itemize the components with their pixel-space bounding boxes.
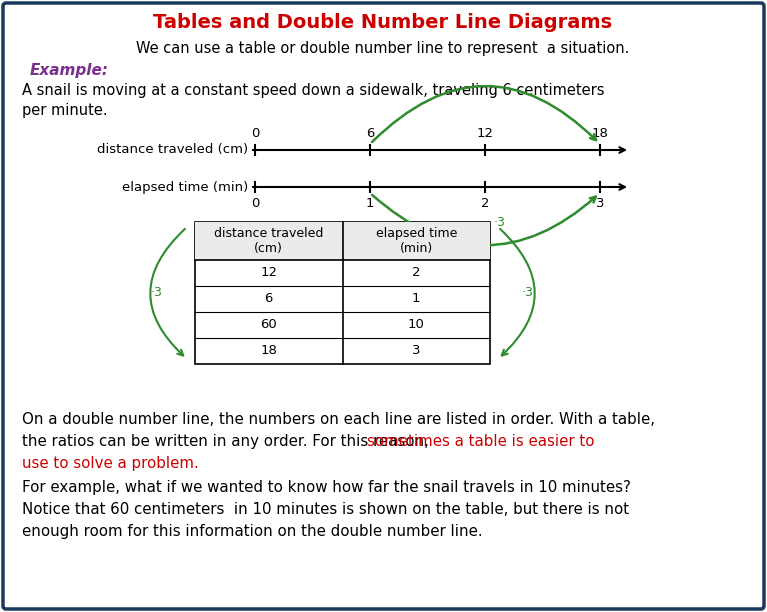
Text: per minute.: per minute.	[22, 102, 107, 118]
Bar	[195, 222, 490, 260]
Text: 0: 0	[251, 127, 259, 140]
Text: 3: 3	[596, 197, 604, 210]
Text: 2: 2	[481, 197, 489, 210]
Bar	[195, 222, 490, 364]
Text: 1: 1	[412, 293, 420, 305]
Text: distance traveled (cm): distance traveled (cm)	[97, 143, 248, 157]
FancyBboxPatch shape	[3, 3, 764, 609]
Text: A snail is moving at a constant speed down a sidewalk, traveling 6 centimeters: A snail is moving at a constant speed do…	[22, 83, 604, 99]
Text: 18: 18	[260, 345, 277, 357]
Text: Tables and Double Number Line Diagrams: Tables and Double Number Line Diagrams	[153, 12, 613, 31]
Text: 1: 1	[366, 197, 374, 210]
Text: 60: 60	[260, 318, 277, 332]
Text: 3: 3	[412, 345, 420, 357]
Text: 18: 18	[591, 127, 608, 140]
Text: 6: 6	[265, 293, 273, 305]
Text: use to solve a problem.: use to solve a problem.	[22, 456, 199, 471]
Text: For example, what if we wanted to know how far the snail travels in 10 minutes?: For example, what if we wanted to know h…	[22, 480, 631, 495]
Text: 12: 12	[476, 127, 493, 140]
Text: sometimes a table is easier to: sometimes a table is easier to	[367, 434, 594, 449]
Text: distance traveled
(cm): distance traveled (cm)	[214, 227, 324, 255]
Text: elapsed time (min): elapsed time (min)	[122, 181, 248, 193]
Text: 12: 12	[260, 266, 277, 280]
Text: 6: 6	[366, 127, 374, 140]
Text: ·3: ·3	[522, 286, 534, 299]
Text: the ratios can be written in any order. For this reason,: the ratios can be written in any order. …	[22, 434, 433, 449]
Text: ·3: ·3	[151, 286, 163, 299]
Text: Notice that 60 centimeters  in 10 minutes is shown on the table, but there is no: Notice that 60 centimeters in 10 minutes…	[22, 502, 629, 517]
Text: elapsed time
(min): elapsed time (min)	[376, 227, 457, 255]
Text: Example:: Example:	[30, 62, 109, 78]
Text: 0: 0	[251, 197, 259, 210]
Text: 2: 2	[412, 266, 420, 280]
Text: On a double number line, the numbers on each line are listed in order. With a ta: On a double number line, the numbers on …	[22, 412, 655, 427]
Text: We can use a table or double number line to represent  a situation.: We can use a table or double number line…	[137, 42, 630, 56]
Text: enough room for this information on the double number line.: enough room for this information on the …	[22, 524, 482, 539]
Text: ·3: ·3	[494, 215, 506, 228]
Text: 10: 10	[408, 318, 425, 332]
